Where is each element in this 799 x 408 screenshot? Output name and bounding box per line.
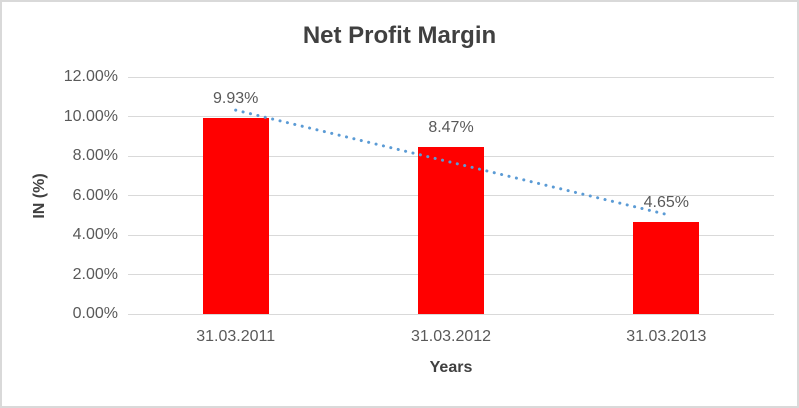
bar [633, 222, 700, 314]
x-tick-label: 31.03.2013 [626, 328, 707, 345]
x-axis-title: Years [429, 359, 473, 376]
gridline [128, 313, 774, 315]
y-tick-label: 10.00% [63, 107, 118, 125]
chart-title: Net Profit Margin [302, 22, 497, 49]
x-tick-label: 31.03.2011 [196, 328, 276, 345]
bar-data-label: 8.47% [428, 118, 474, 136]
bar-data-label: 9.93% [212, 89, 259, 107]
y-tick-label: 4.00% [72, 226, 118, 243]
gridline [128, 116, 774, 117]
y-tick-label: 2.00% [72, 265, 118, 283]
gridline [128, 76, 774, 78]
bar [202, 117, 269, 314]
y-tick-label: 6.00% [72, 186, 118, 204]
bar-data-label: 4.65% [643, 194, 690, 212]
y-tick-label: 8.00% [72, 147, 118, 164]
x-tick-label: 31.03.2012 [410, 328, 492, 345]
bar [418, 146, 484, 314]
y-tick-label: 0.00% [72, 305, 118, 322]
y-tick-label: 12.00% [63, 68, 118, 85]
